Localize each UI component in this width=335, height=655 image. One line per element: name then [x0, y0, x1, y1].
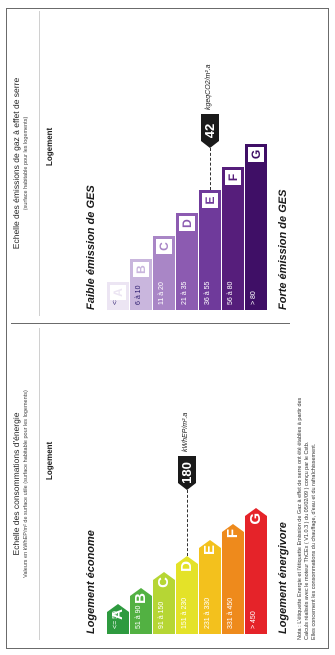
ges-bar-range: 56 à 80 [227, 281, 234, 305]
energy-bar-a: <= 50 A [107, 604, 129, 634]
energy-bar-letter: F [224, 529, 241, 539]
ges-bar-range: 21 à 35 [181, 281, 188, 305]
ges-value-marker: 42 [201, 114, 219, 148]
energy-bar-letter: C [155, 577, 172, 588]
energy-bar-range: 91 à 150 [158, 601, 165, 629]
ges-header-rule [39, 11, 40, 316]
ges-bar-letter: D [179, 216, 195, 231]
energy-top-caption: Logement économe [85, 530, 97, 634]
energy-bar-letter: G [247, 513, 264, 525]
energy-bar-range: > 450 [250, 611, 257, 629]
ges-bar-letter: C [156, 239, 172, 254]
footnote-line: Elles concernent les consommations du ch… [311, 443, 317, 640]
ges-bar-g: > 80 G [245, 144, 267, 310]
energy-value-marker: 180 [178, 456, 196, 490]
footnote-line: Calculs réalisés avec le moteur ThCEx ( … [304, 441, 310, 640]
energy-bottom-caption: Logement énergivore [277, 522, 289, 634]
ges-top-caption: Faible émission de GES [85, 185, 97, 310]
energy-bar-range: 331 à 450 [227, 597, 234, 629]
panel-divider [11, 323, 290, 324]
energy-guide-line [187, 490, 188, 556]
label-frame: Echelle des consommations d'énergie Vale… [6, 8, 329, 649]
energy-panel: Echelle des consommations d'énergie Vale… [7, 328, 292, 640]
ges-bar-f: 56 à 80 F [222, 167, 244, 310]
ges-bar-e: 36 à 55 E [199, 190, 221, 310]
ges-unit: kgeqCO2/m².a [205, 64, 212, 110]
ges-bar-d: 21 à 35 D [176, 213, 198, 310]
energy-bar-letter: B [132, 593, 149, 604]
ges-bar-letter: E [202, 193, 218, 208]
energy-bar-range: 231 à 330 [204, 597, 211, 629]
ges-bottom-caption: Forte émission de GES [277, 189, 289, 310]
energy-subtitle: Valeurs en kWhEP/m² de surface utile (su… [23, 390, 29, 578]
ges-panel: Echelle des émissions de gaz à effet de … [7, 11, 292, 316]
energy-title: Echelle des consommations d'énergie [11, 412, 21, 556]
energy-header-rule [39, 328, 40, 640]
energy-bar-range: 51 à 90 [135, 605, 142, 629]
energy-bar-g: > 450 G [245, 508, 267, 634]
ges-guide-line [210, 148, 211, 190]
ges-bar-range: 6 à 10 [135, 285, 142, 305]
energy-bar-c: 91 à 150 C [153, 572, 175, 634]
energy-bar-letter: D [178, 561, 195, 572]
footnote-line: Nota : L'étiquette Energie et l'étiquett… [297, 397, 303, 640]
ges-subtitle: (surface habitable pour les logements) [23, 116, 29, 211]
ges-bar-letter: G [248, 147, 264, 162]
ges-logement-label: Logement [45, 127, 54, 166]
energy-bar-f: 331 à 450 F [222, 524, 244, 634]
energy-bar-d: 151 à 230 D [176, 556, 198, 634]
ges-bar-a: <= 5A [107, 282, 129, 310]
energy-bar-letter: A [109, 609, 126, 620]
ges-bar-range: 11 à 20 [158, 282, 165, 305]
energy-bar-range: 151 à 230 [181, 597, 188, 629]
ges-bar-c: 11 à 20 C [153, 236, 175, 310]
ges-bar-letter: F [225, 170, 241, 185]
energy-unit: kWhEP/m².a [182, 412, 189, 452]
footnotes: Nota : L'étiquette Energie et l'étiquett… [297, 15, 318, 640]
ges-bar-range: > 80 [250, 291, 257, 305]
ges-bar-letter: A [110, 285, 126, 300]
energy-bar-letter: E [201, 545, 218, 556]
ges-bar-range: 36 à 55 [204, 281, 211, 305]
energy-bar-e: 231 à 330 E [199, 540, 221, 634]
ges-bar-b: 6 à 10 B [130, 259, 152, 310]
energy-logement-label: Logement [45, 441, 54, 480]
ges-title: Echelle des émissions de gaz à effet de … [11, 77, 21, 250]
energy-bar-b: 51 à 90 B [130, 588, 152, 634]
ges-bar-letter: B [133, 262, 149, 277]
